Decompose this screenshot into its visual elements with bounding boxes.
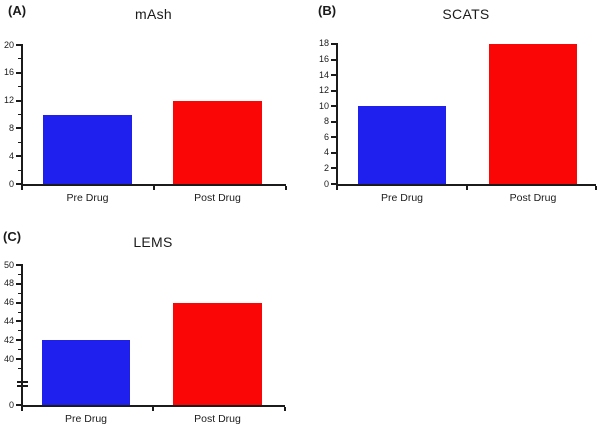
y-tick-label: 10 (318, 100, 329, 111)
y-minor-tick (18, 58, 21, 60)
bar-post-drug (489, 43, 577, 184)
y-tick (16, 339, 21, 342)
y-tick-label: 2 (323, 162, 329, 173)
chart-title-mash: mAsh (135, 6, 172, 22)
y-tick-label: 14 (318, 69, 329, 80)
bar-post-drug (173, 302, 262, 405)
y-tick-label: 0 (8, 178, 14, 189)
y-tick-label: 42 (3, 334, 14, 345)
y-tick (16, 264, 21, 266)
panel-lems: (C) LEMS Pre Drug Post Drug 0 40 42 44 46 48 50 (0, 213, 300, 426)
y-axis (21, 264, 23, 407)
y-tick-label: 48 (3, 278, 14, 289)
y-tick (16, 282, 21, 285)
y-tick-label: 16 (318, 54, 329, 65)
y-tick (16, 358, 21, 360)
x-tick (466, 186, 468, 190)
x-category-label-pre-drug: Pre Drug (64, 413, 107, 425)
x-category-label-post-drug: Post Drug (509, 192, 557, 204)
y-tick (331, 167, 336, 170)
y-tick-label: 12 (3, 95, 14, 106)
y-tick-label: 6 (323, 131, 329, 142)
y-minor-tick (18, 141, 21, 143)
panel-scats: (B) SCATS Pre Drug Post Drug 0 2 4 6 8 10 12 14 16… (300, 0, 600, 213)
x-category-label-post-drug: Post Drug (194, 413, 241, 425)
y-tick-label: 18 (318, 38, 329, 49)
y-axis (336, 43, 338, 186)
plot-area-scats: Pre Drug Post Drug 0 2 4 6 8 10 12 14 16 18 (300, 0, 600, 213)
x-category-label-post-drug: Post Drug (194, 192, 241, 204)
y-tick (331, 151, 336, 154)
x-tick (153, 186, 155, 190)
x-axis (21, 405, 285, 407)
x-tick (285, 186, 287, 190)
y-tick-label: 50 (3, 259, 14, 270)
plot-area-lems: Pre Drug Post Drug 0 40 42 44 46 48 50 (0, 213, 300, 426)
y-tick (16, 155, 21, 158)
plot-area-mash: Pre Drug Post Drug 0 4 8 12 16 20 (0, 0, 300, 213)
y-minor-tick (18, 330, 21, 332)
y-tick-label: 8 (323, 116, 329, 127)
panel-label-a: (A) (8, 3, 27, 18)
y-minor-tick (18, 86, 21, 88)
x-tick (21, 186, 23, 190)
y-tick-label: 20 (3, 39, 14, 50)
y-tick (16, 127, 21, 130)
y-tick (331, 89, 336, 92)
y-tick (331, 74, 336, 77)
y-tick-label: 4 (8, 150, 14, 161)
y-minor-tick (18, 273, 21, 275)
y-tick (16, 183, 21, 185)
y-tick (16, 320, 21, 323)
panel-label-c: (C) (3, 229, 22, 244)
x-category-label-pre-drug: Pre Drug (66, 192, 109, 204)
y-tick (16, 99, 21, 102)
y-tick (331, 120, 336, 123)
x-tick (284, 407, 286, 411)
y-tick-label: 4 (323, 147, 329, 158)
y-minor-tick (18, 311, 21, 313)
y-tick-label: 0 (8, 399, 14, 410)
y-tick-label: 46 (3, 297, 14, 308)
chart-title-scats: SCATS (442, 6, 490, 22)
y-tick-label: 12 (318, 85, 329, 96)
y-tick (16, 44, 21, 46)
y-tick-label: 8 (8, 122, 14, 133)
x-category-label-pre-drug: Pre Drug (380, 192, 423, 204)
bar-pre-drug (358, 106, 446, 184)
panel-label-b: (B) (318, 3, 337, 18)
y-tick-label: 44 (3, 315, 14, 326)
panel-mash: (A) mAsh Pre Drug Post Drug 0 4 8 12 16 20 (0, 0, 300, 213)
y-minor-tick (18, 349, 21, 351)
y-tick (331, 58, 336, 61)
y-tick (331, 105, 336, 108)
y-minor-tick (18, 114, 21, 115)
y-minor-tick (18, 292, 21, 294)
x-tick (595, 186, 597, 190)
x-axis (21, 184, 286, 186)
y-minor-tick (18, 169, 21, 171)
x-axis (336, 184, 596, 186)
x-tick (152, 407, 154, 411)
x-tick (336, 186, 338, 190)
bar-pre-drug (43, 114, 132, 184)
y-axis (21, 44, 23, 186)
y-tick (331, 42, 336, 45)
y-tick-label: 40 (3, 353, 14, 364)
bar-pre-drug (42, 340, 130, 405)
y-tick (16, 404, 21, 406)
y-tick (331, 183, 336, 185)
y-tick-label: 0 (323, 178, 329, 189)
x-tick (21, 407, 23, 411)
y-minor-tick (18, 367, 21, 369)
y-tick (16, 71, 21, 74)
chart-title-lems: LEMS (133, 234, 173, 250)
axis-break-mark (17, 385, 28, 387)
y-tick-label: 16 (3, 67, 14, 78)
axis-break-mark (17, 381, 28, 383)
y-tick (331, 136, 336, 139)
y-tick (16, 301, 21, 304)
bar-post-drug (173, 100, 262, 184)
